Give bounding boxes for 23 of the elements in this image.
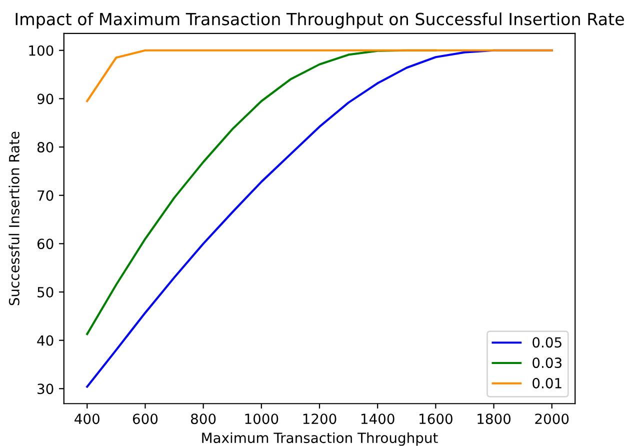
x-tick-label: 600 [132, 414, 158, 424]
x-tick-label: 800 [191, 414, 216, 424]
x-tick-label: 1000 [245, 414, 278, 424]
chart-title: Impact of Maximum Transaction Throughput on Successful Insertion Rate [16, 12, 624, 29]
y-axis-title: Successful Insertion Rate [8, 132, 20, 306]
y-tick-label: 50 [38, 286, 54, 298]
y-tick-label: 80 [37, 142, 54, 152]
y-tick-label: 100 [29, 45, 54, 56]
y-tick-label: 90 [37, 94, 54, 104]
x-tick-label: 1800 [478, 414, 511, 424]
legend-label: 0.03 [532, 358, 562, 368]
x-tick-label: 1400 [361, 414, 394, 424]
x-tick-label: 1600 [420, 414, 452, 424]
x-tick-label: 400 [74, 414, 100, 424]
legend-label: 0.01 [532, 378, 562, 388]
y-tick-label: 40 [37, 335, 54, 346]
x-axis-title: Maximum Transaction Throughput [202, 432, 438, 446]
x-tick-label: 2000 [535, 414, 569, 424]
y-tick-label: 60 [37, 238, 54, 250]
y-tick-label: 30 [38, 384, 54, 394]
x-tick-label: 1200 [303, 414, 336, 424]
y-tick-label: 70 [38, 190, 54, 201]
legend-label: 0.05 [532, 337, 562, 348]
